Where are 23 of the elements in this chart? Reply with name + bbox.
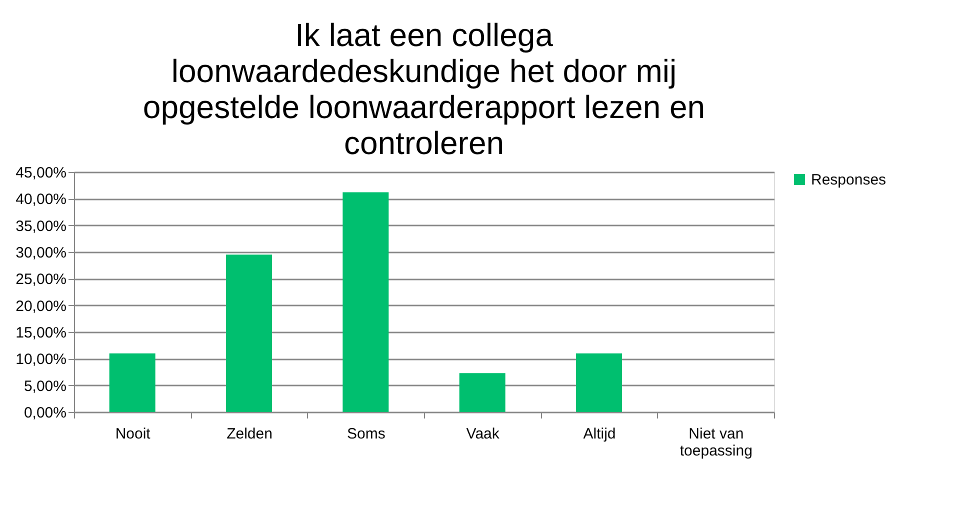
- bar: [576, 353, 622, 412]
- x-tick-label: Altijd: [583, 426, 616, 442]
- y-tick-label: 0,00%: [24, 404, 66, 422]
- y-tick-label: 10,00%: [16, 351, 66, 368]
- y-tick-label: 25,00%: [16, 271, 66, 288]
- bar: [226, 254, 272, 412]
- chart-title: Ik laat een collega loonwaardedeskundige het door mij opgestelde loonwaarderapport lezen en controleren: [142, 17, 706, 161]
- x-tick-label: Zelden: [226, 426, 272, 442]
- y-tick-label: 15,00%: [16, 324, 66, 342]
- y-tick-label: 45,00%: [16, 164, 66, 182]
- x-tick-label: Soms: [346, 426, 386, 442]
- y-tick-label: 40,00%: [16, 191, 66, 208]
- x-tick-label: Nooit: [115, 426, 152, 442]
- legend-label: Responses: [811, 172, 886, 188]
- x-tick-label: Vaak: [466, 426, 500, 442]
- y-tick-label: 30,00%: [16, 244, 66, 262]
- bar: [109, 353, 156, 412]
- x-tick-label: Niet van toepassing: [680, 426, 752, 460]
- bar: [342, 192, 389, 412]
- y-tick-label: 35,00%: [16, 218, 66, 235]
- y-tick-label: 20,00%: [16, 298, 66, 315]
- bar: [459, 373, 506, 412]
- y-tick-label: 5,00%: [24, 378, 66, 395]
